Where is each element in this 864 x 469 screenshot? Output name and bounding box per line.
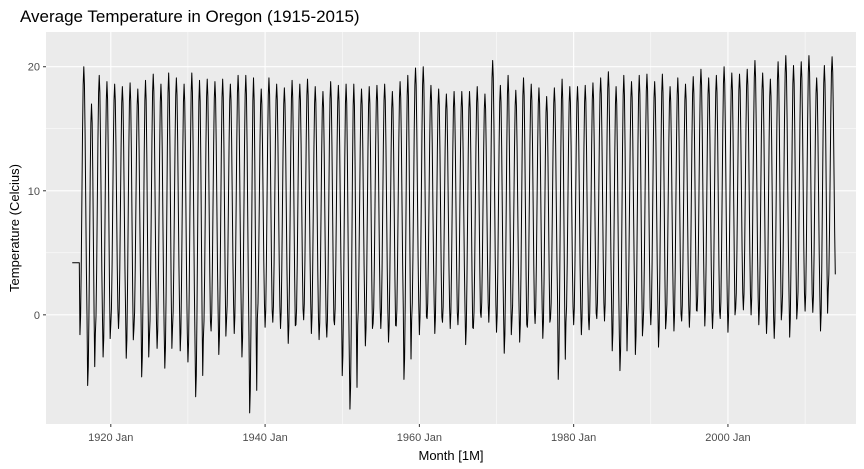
chart-title: Average Temperature in Oregon (1915-2015… bbox=[20, 7, 360, 26]
x-tick-label: 1920 Jan bbox=[88, 432, 133, 444]
x-tick-label: 2000 Jan bbox=[705, 432, 750, 444]
x-tick-label: 1980 Jan bbox=[551, 432, 596, 444]
series-line bbox=[72, 55, 836, 414]
x-axis-label: Month [1M] bbox=[418, 448, 483, 463]
y-tick-label: 20 bbox=[28, 62, 40, 74]
x-tick-label: 1940 Jan bbox=[242, 432, 287, 444]
axes: 0 10 20 1920 Jan 1940 Jan 1960 Jan 1980 Jan 200… bbox=[28, 62, 751, 444]
y-tick-label: 10 bbox=[28, 186, 40, 198]
x-tick-label: 1960 Jan bbox=[397, 432, 442, 444]
plot-panel bbox=[46, 32, 856, 424]
y-tick-label: 0 bbox=[34, 310, 40, 322]
y-axis-label: Temperature (Celcius) bbox=[7, 164, 22, 292]
